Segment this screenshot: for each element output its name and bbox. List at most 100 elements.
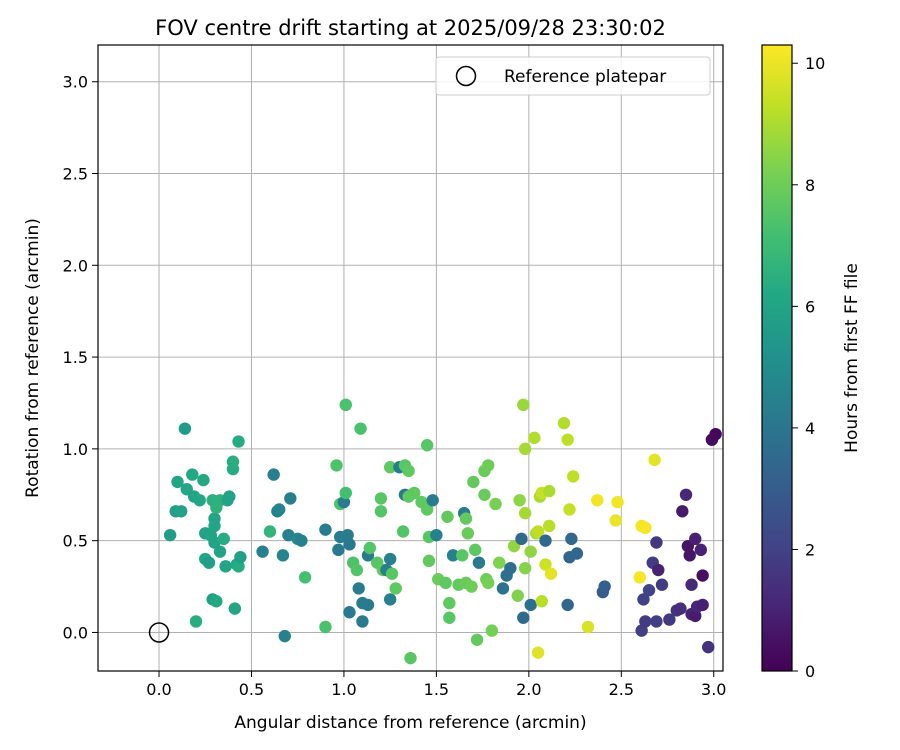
data-point: [263, 525, 277, 538]
data-point: [461, 527, 475, 540]
data-point: [341, 528, 354, 542]
data-point: [343, 606, 356, 619]
data-point: [633, 571, 646, 584]
colorbar-tick-label: 10: [805, 54, 825, 73]
data-point: [542, 519, 556, 533]
data-point: [163, 528, 177, 542]
data-point: [544, 567, 558, 580]
data-point: [524, 598, 537, 612]
data-point: [352, 582, 365, 595]
legend: Reference platepar: [435, 56, 711, 96]
colorbar-gradient: [761, 44, 793, 672]
data-point: [591, 494, 604, 507]
legend-marker-icon: [455, 65, 477, 87]
data-point: [531, 525, 545, 538]
data-point: [469, 543, 482, 557]
data-point: [561, 433, 574, 446]
data-point: [217, 532, 230, 546]
data-point: [278, 629, 291, 643]
data-point: [459, 512, 473, 525]
data-point: [504, 561, 517, 575]
data-point: [396, 525, 410, 538]
data-point: [481, 576, 495, 590]
scatter-points: [163, 398, 722, 665]
data-point: [702, 640, 715, 654]
data-point: [489, 497, 502, 511]
chart-title: FOV centre drift starting at 2025/09/28 …: [155, 16, 666, 40]
data-point: [456, 549, 469, 562]
data-point: [518, 442, 532, 456]
y-axis-ticks: 0.0 0.5 1.0 1.5 2.0 2.5 3.0: [63, 73, 98, 642]
colorbar-tick-label: 6: [805, 297, 815, 316]
data-point: [202, 556, 216, 569]
x-tick-label: 1.0: [331, 680, 356, 699]
data-point: [383, 593, 397, 606]
x-tick-label: 3.0: [701, 680, 726, 699]
data-point: [295, 534, 308, 547]
data-point: [652, 563, 665, 577]
data-point: [642, 584, 656, 597]
data-point: [339, 398, 352, 412]
data-point: [350, 563, 364, 577]
data-point: [609, 514, 622, 527]
y-tick-label: 1.0: [63, 440, 88, 459]
data-point: [430, 528, 443, 542]
data-point: [319, 523, 332, 536]
data-point: [356, 615, 369, 628]
data-point: [267, 468, 280, 481]
data-point: [513, 494, 526, 507]
colorbar-tick-label: 0: [805, 662, 815, 681]
data-point: [685, 578, 698, 591]
data-point: [655, 578, 669, 591]
x-tick-label: 2.5: [609, 680, 634, 699]
data-point: [426, 494, 439, 507]
data-point: [472, 556, 486, 569]
legend-box: [435, 56, 711, 96]
data-point: [319, 620, 332, 634]
colorbar: 0 2 4 6 8 10 Hours from first FF file: [761, 44, 862, 681]
data-point: [389, 582, 402, 595]
colorbar-tick-label: 8: [805, 176, 815, 195]
data-point: [557, 416, 571, 430]
data-point: [256, 545, 269, 558]
data-point: [422, 554, 436, 568]
data-point: [223, 490, 236, 503]
data-point: [709, 427, 722, 441]
reference-platepar-marker: [148, 622, 170, 643]
data-point: [539, 558, 552, 571]
data-point: [679, 488, 693, 501]
data-point: [175, 505, 188, 518]
data-point: [598, 580, 611, 593]
data-point: [689, 609, 702, 623]
data-point: [515, 532, 528, 546]
data-point: [674, 602, 687, 615]
data-point: [511, 589, 524, 602]
data-point: [694, 543, 708, 557]
data-point: [354, 422, 367, 435]
data-point: [374, 505, 388, 518]
data-point: [193, 494, 206, 507]
data-point: [524, 545, 537, 558]
colorbar-tick-label: 4: [805, 419, 815, 438]
data-point: [446, 549, 460, 562]
x-tick-label: 0.0: [146, 680, 171, 699]
data-point: [650, 615, 663, 628]
data-point: [402, 464, 415, 478]
data-point: [339, 486, 352, 500]
data-point: [696, 598, 709, 612]
colorbar-label: Hours from first FF file: [842, 263, 862, 453]
colorbar-tick-label: 2: [805, 540, 815, 559]
y-tick-label: 2.5: [63, 165, 88, 184]
y-tick-label: 3.0: [63, 73, 88, 92]
plot-area: [98, 45, 723, 671]
data-point: [496, 582, 510, 595]
y-tick-label: 0.5: [63, 532, 88, 551]
data-point: [441, 510, 454, 523]
data-point: [485, 624, 499, 637]
data-point: [273, 503, 286, 516]
data-point: [407, 486, 421, 500]
data-point: [650, 536, 663, 549]
data-point: [478, 488, 491, 501]
data-point: [565, 532, 578, 546]
data-point: [178, 422, 192, 435]
